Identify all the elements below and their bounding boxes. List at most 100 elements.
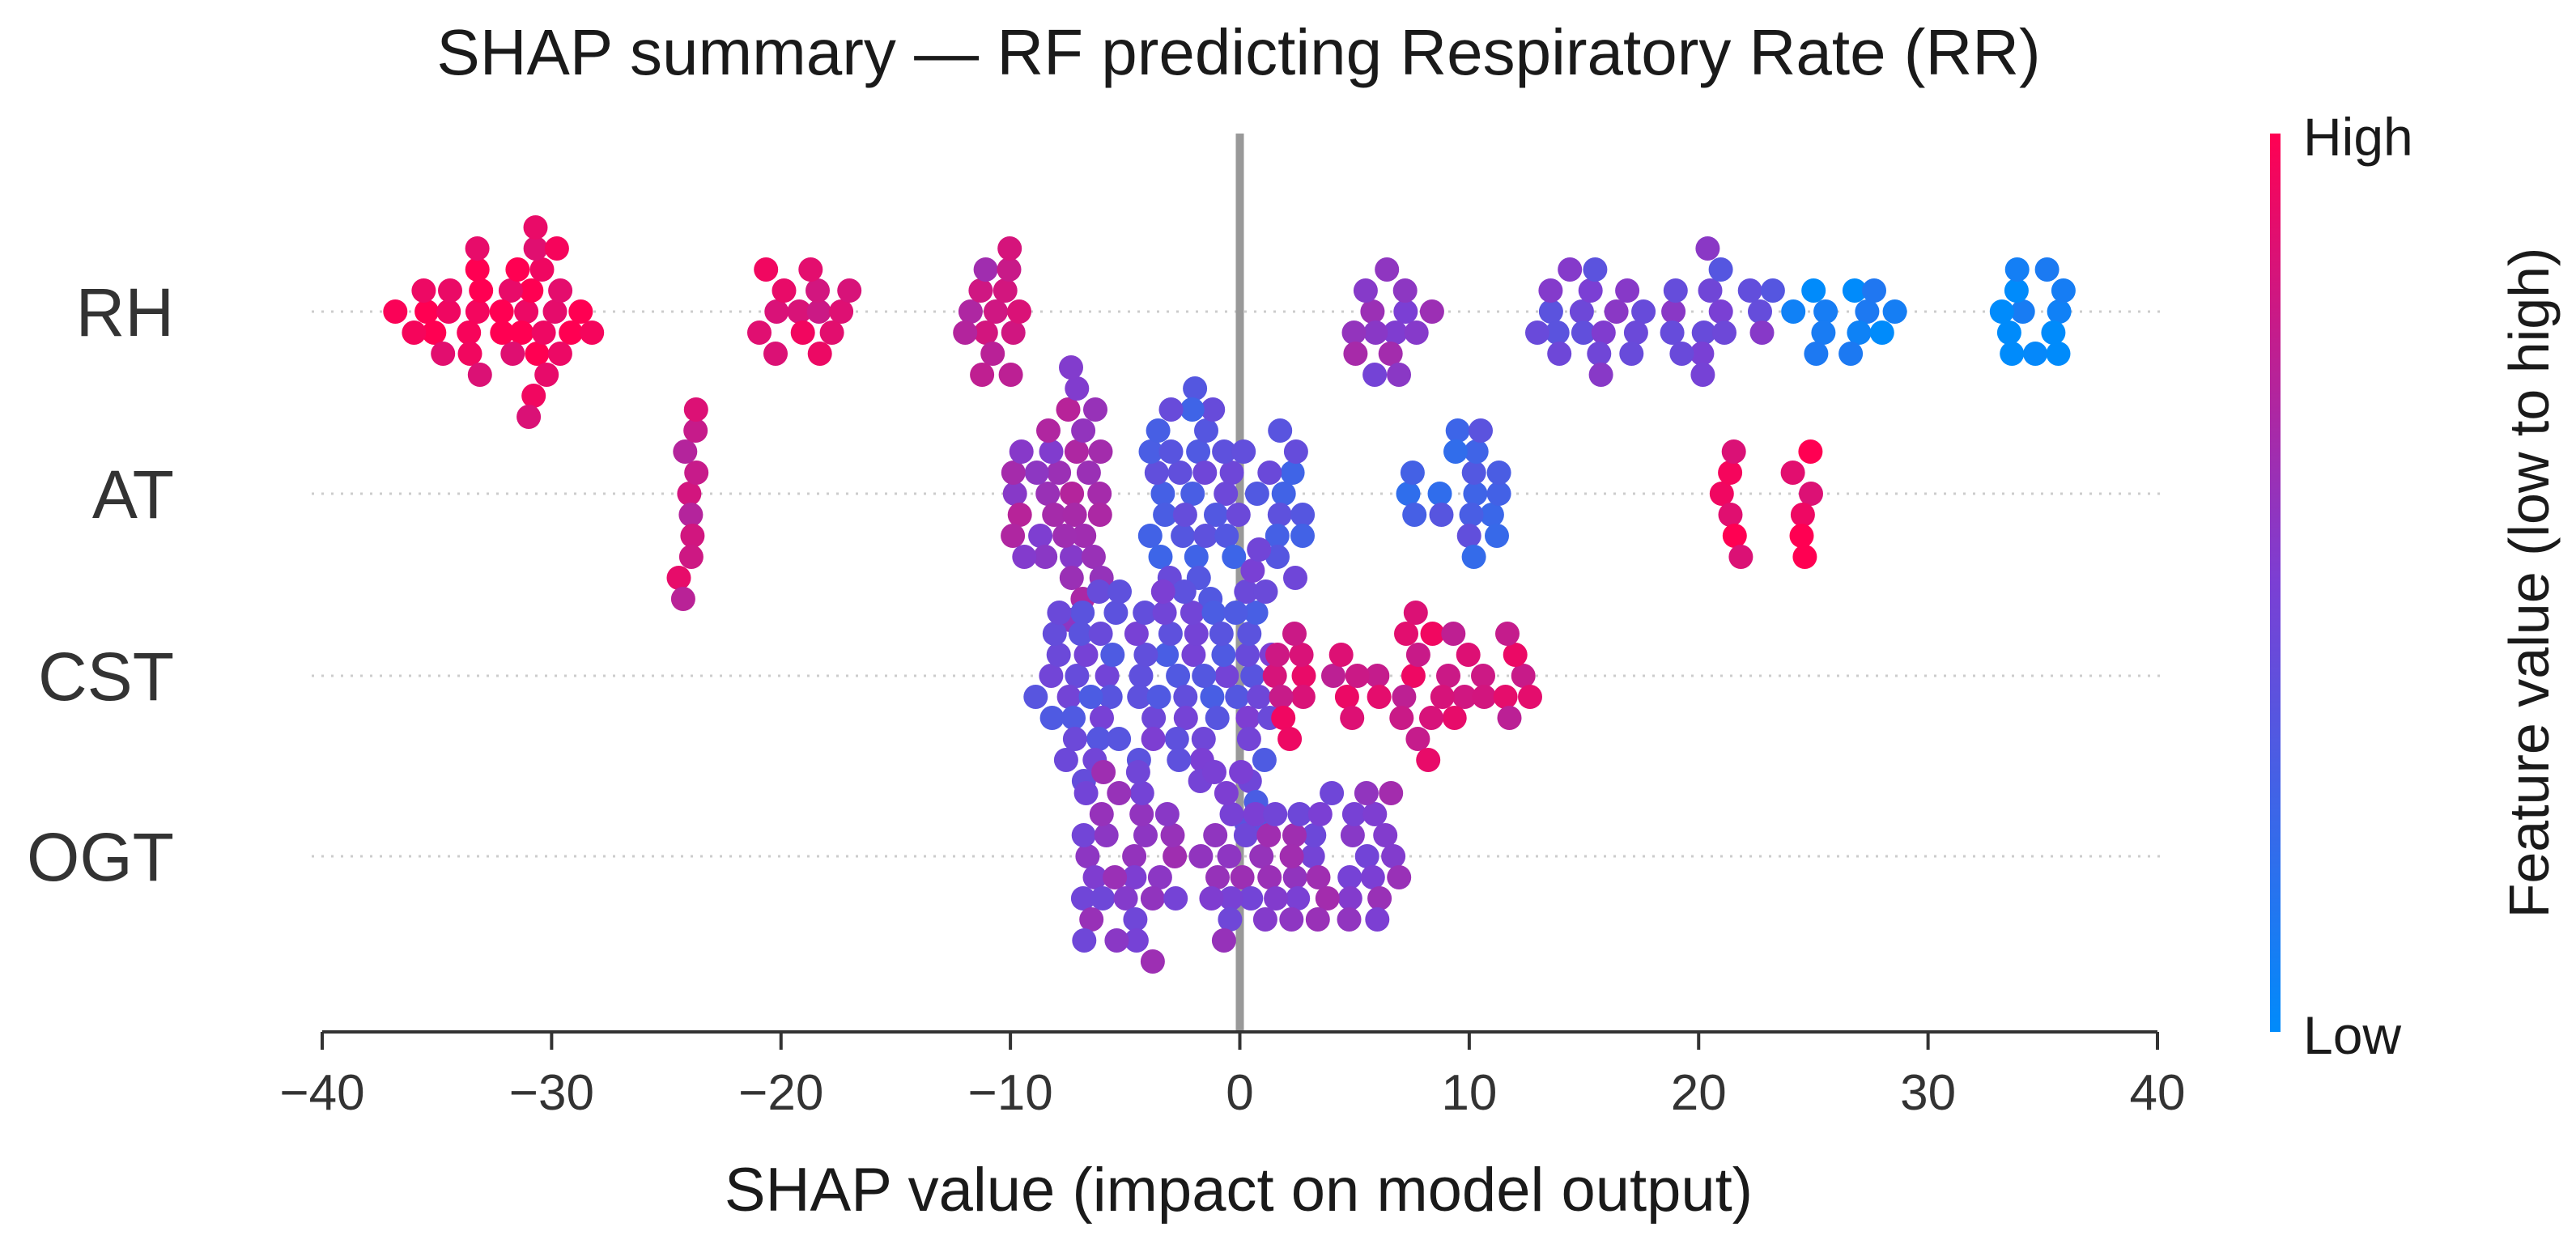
shap-dot-rh: [1801, 278, 1826, 303]
shap-dot-cst: [1471, 664, 1495, 688]
shap-dot-ogt: [1279, 844, 1304, 868]
shap-dot-at: [1459, 503, 1484, 527]
shap-dot-cst: [1243, 601, 1269, 625]
shap-dot-at: [1789, 524, 1814, 548]
shap-dot-cst: [1436, 664, 1460, 688]
shap-dot-cst: [1173, 685, 1198, 709]
shap-dot-rh: [1737, 278, 1762, 303]
shap-dot-cst: [1068, 622, 1093, 646]
shap-dot-rh: [1393, 299, 1418, 324]
shap-dot-rh: [1882, 299, 1907, 324]
shap-dot-rh: [438, 278, 462, 303]
shap-dot-rh: [489, 299, 514, 324]
shap-dot-at: [1024, 461, 1049, 485]
shap-dot-at: [1137, 524, 1163, 548]
shap-dot-ogt: [1362, 802, 1388, 826]
shap-dot-at: [1007, 503, 1032, 527]
shap-dot-at: [1799, 482, 1823, 506]
shap-dot-ogt: [1113, 886, 1138, 911]
shap-dot-cst: [1070, 601, 1095, 625]
shap-dot-at: [1087, 482, 1112, 506]
shap-dot-ogt: [1379, 781, 1404, 805]
shap-dot-at: [1036, 418, 1061, 443]
shap-dot-cst: [1223, 601, 1248, 625]
shap-dot-at: [1184, 545, 1209, 569]
shap-dot-cst: [1078, 685, 1103, 709]
shap-dot-cst: [1167, 748, 1192, 772]
shap-dot-rh: [1362, 363, 1388, 387]
shap-dot-ogt: [1089, 802, 1114, 826]
shap-dot-ogt: [1367, 886, 1392, 911]
shap-dot-rh: [754, 257, 779, 282]
shap-dot-cst: [1039, 664, 1064, 688]
shap-dot-at: [1150, 482, 1175, 506]
shap-dot-rh: [984, 299, 1008, 324]
shap-dot-at: [1204, 503, 1228, 527]
shap-dot-ogt: [1070, 886, 1095, 911]
shap-dot-at: [1267, 503, 1292, 527]
shap-dot-ogt: [1133, 823, 1158, 847]
shap-dot-at: [1001, 524, 1026, 548]
shap-dot-at: [1180, 397, 1205, 422]
shap-dot-cst: [1209, 622, 1234, 646]
shap-dot-rh: [1001, 320, 1026, 345]
shap-dot-rh: [1813, 299, 1838, 324]
shap-dot-ogt: [1219, 802, 1244, 826]
shap-dot-cst: [1253, 579, 1278, 604]
shap-dot-at: [1290, 503, 1316, 527]
shap-dot-at: [1718, 461, 1743, 485]
shap-dot-rh: [968, 278, 993, 303]
shap-dot-at: [1071, 418, 1096, 443]
shap-dot-at: [1193, 524, 1218, 548]
shap-dot-rh: [1343, 342, 1368, 366]
shap-dot-at: [1171, 524, 1196, 548]
shap-dot-at: [1201, 397, 1226, 422]
shap-dot-rh: [819, 320, 844, 345]
shap-dot-cst: [1023, 685, 1048, 709]
shap-dot-cst: [1367, 685, 1392, 709]
shap-dot-at: [1001, 461, 1026, 485]
shap-dot-at: [1146, 418, 1171, 443]
shap-dot-at: [1002, 482, 1027, 506]
shap-dot-rh: [1615, 278, 1640, 303]
colorbar: [2270, 134, 2281, 1032]
shap-dot-ogt: [1140, 949, 1165, 974]
shap-dot-rh: [958, 299, 983, 324]
shap-dot-rh: [519, 278, 544, 303]
shap-dot-at: [1052, 524, 1078, 548]
shap-dot-cst: [1456, 643, 1481, 667]
shap-dot-cst: [1247, 537, 1272, 562]
shap-dot-at: [1792, 545, 1817, 569]
shap-dot-rh: [997, 257, 1022, 282]
shap-dot-ogt: [1082, 865, 1107, 889]
shap-dot-cst: [1062, 727, 1087, 751]
shap-dot-rh: [1712, 320, 1736, 345]
shap-dot-rh: [764, 299, 789, 324]
shap-dot-cst: [1154, 643, 1180, 667]
shap-dot-rh: [1578, 278, 1603, 303]
shap-dot-cst: [1503, 643, 1528, 667]
shap-dot-at: [1072, 524, 1097, 548]
shap-dot-at: [1214, 482, 1239, 506]
shap-dot-rh: [2047, 299, 2072, 324]
shap-dot-rh: [772, 278, 797, 303]
shap-dot-rh: [798, 257, 823, 282]
shap-dot-ogt: [1337, 907, 1362, 932]
shap-dot-cst: [1065, 664, 1090, 688]
shap-dot-ogt: [1307, 802, 1333, 826]
shap-dot-cst: [1328, 643, 1354, 667]
shap-dot-at: [1148, 545, 1173, 569]
shap-dot-rh: [1538, 299, 1563, 324]
shap-dot-cst: [1340, 706, 1365, 730]
shap-dot-rh: [544, 236, 569, 261]
shap-dot-rh: [837, 278, 862, 303]
shap-dot-rh: [580, 320, 605, 345]
shap-dot-ogt: [1124, 928, 1149, 953]
shap-dot-cst: [1090, 706, 1114, 730]
shap-dot-at: [1047, 461, 1072, 485]
shap-dot-cst: [1086, 579, 1112, 604]
shap-dot-rh: [763, 342, 788, 366]
shap-dot-ogt: [1202, 760, 1226, 784]
shap-dot-rh: [1558, 257, 1583, 282]
shap-dot-ogt: [1315, 886, 1340, 911]
